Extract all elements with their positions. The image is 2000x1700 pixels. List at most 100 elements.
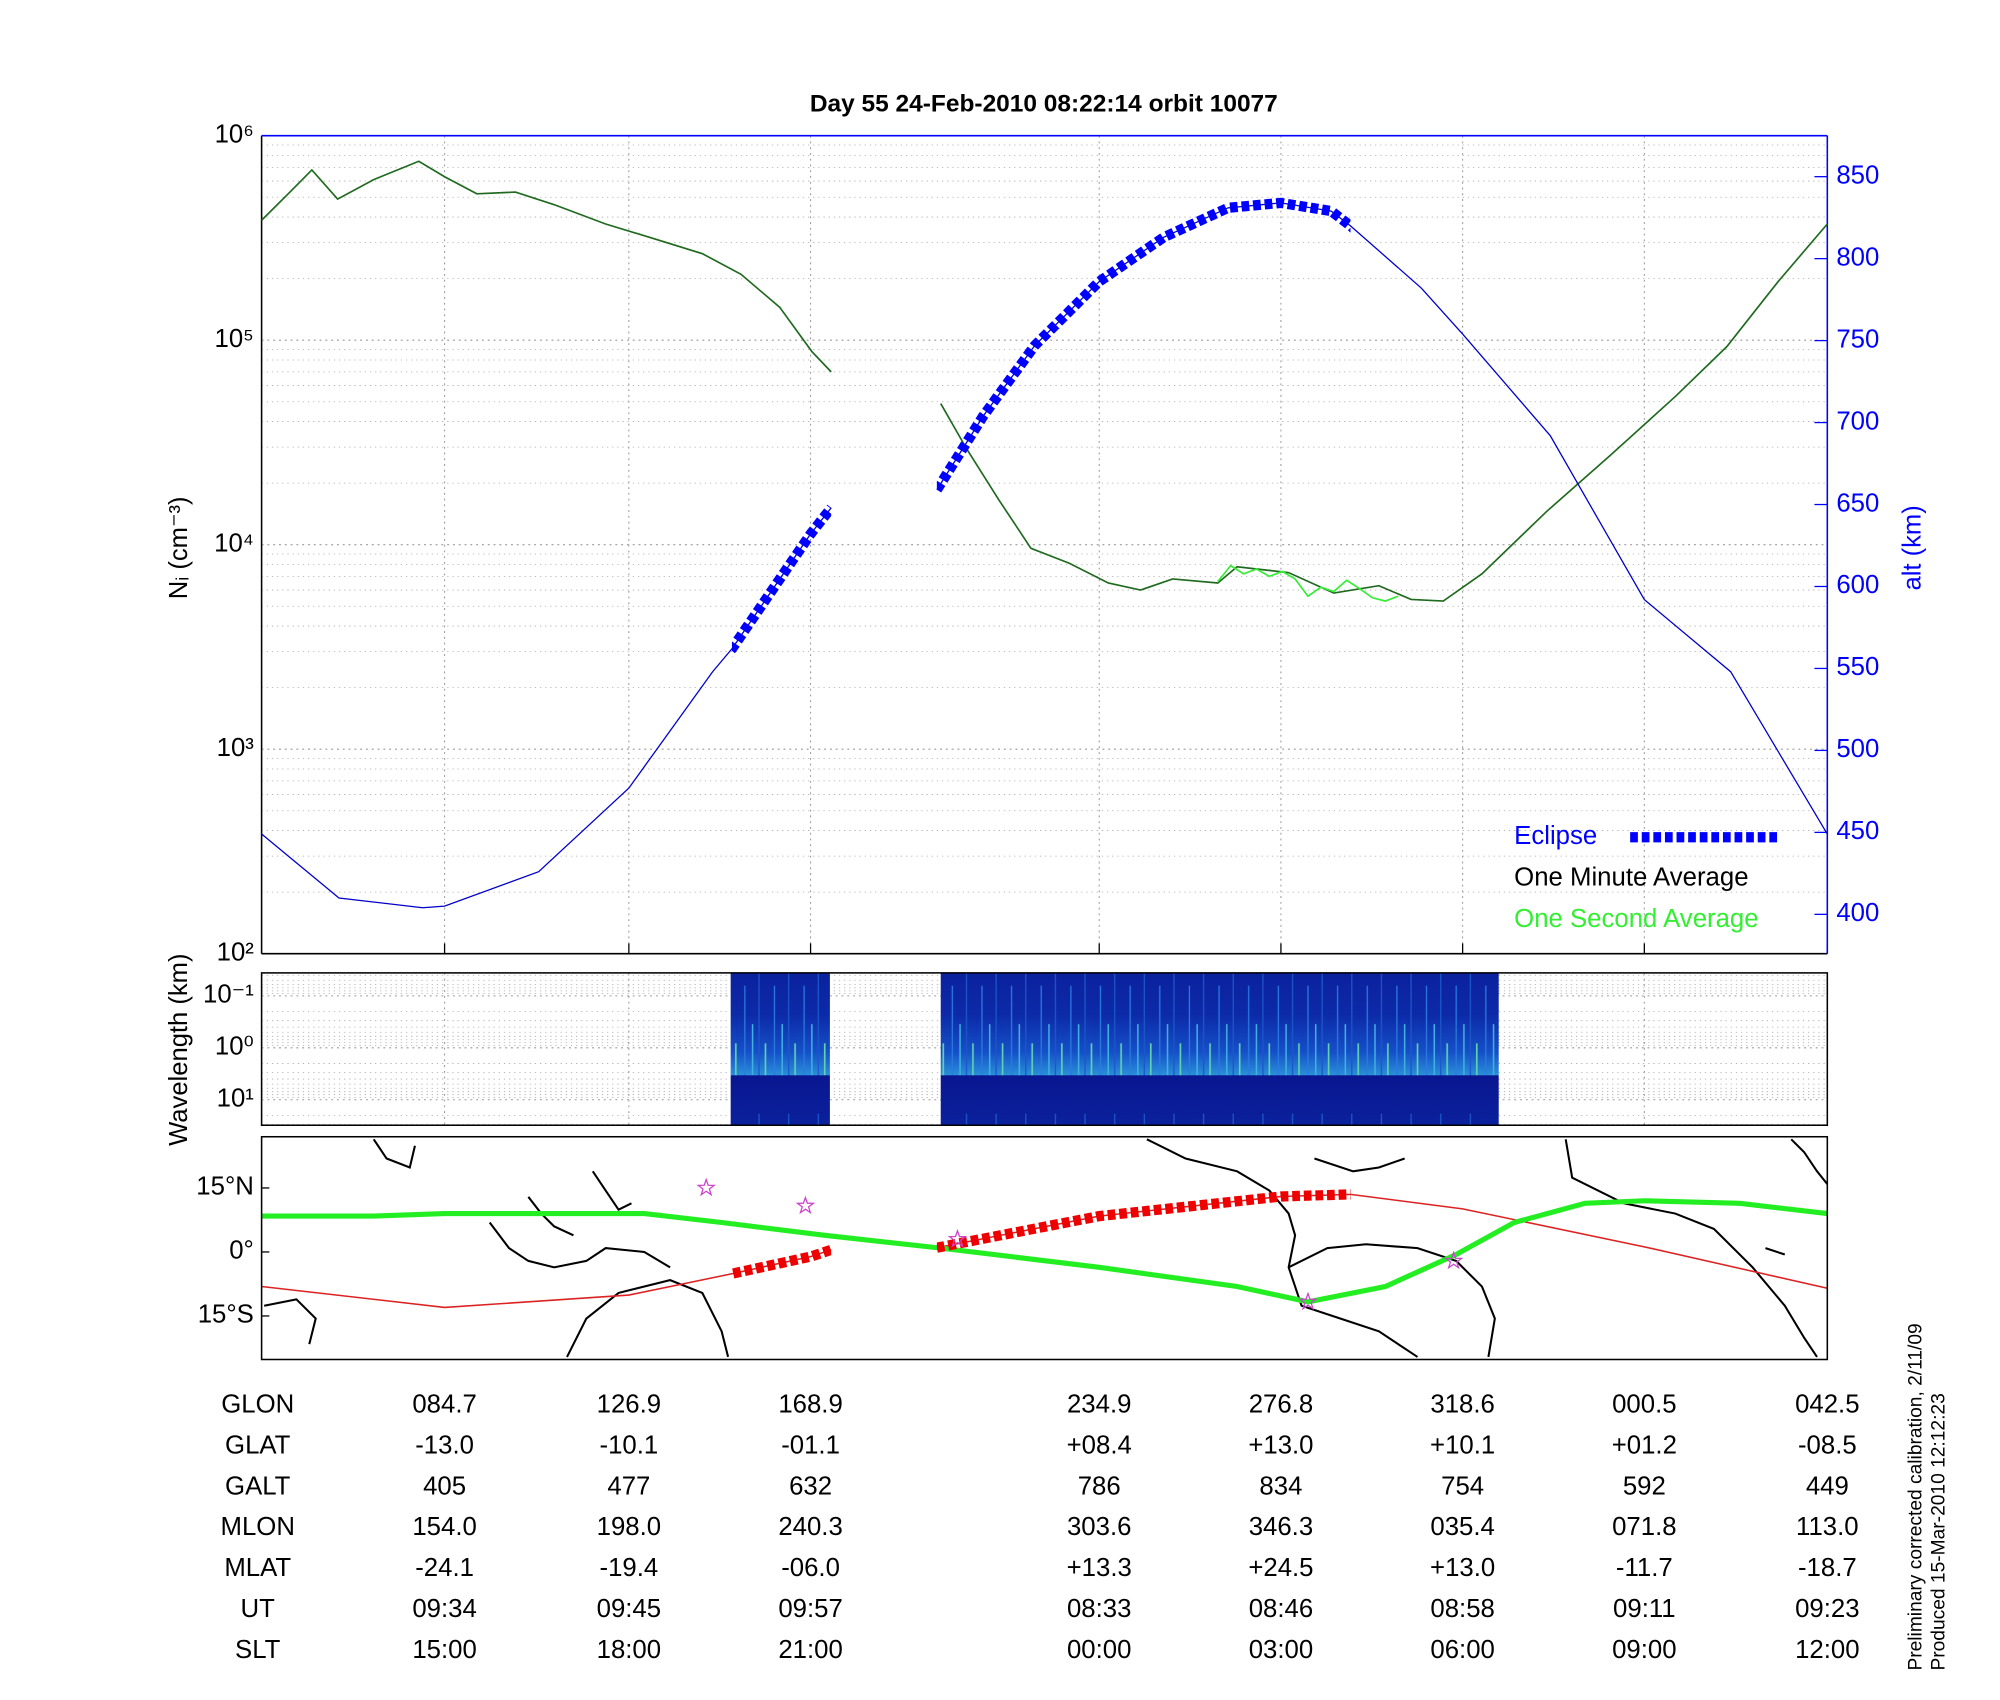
y-tick-label: 0° [229,1237,254,1265]
ephemeris-label: GLAT [225,1431,291,1459]
station-marker [696,1177,717,1197]
ephemeris-value: 477 [607,1472,650,1500]
eclipse-segment [936,1189,1351,1253]
ephemeris-value: 318.6 [1430,1390,1494,1418]
ephemeris-value: 126.9 [597,1390,661,1418]
ephemeris-value: 03:00 [1249,1636,1313,1664]
y2-tick-label: 500 [1836,735,1879,763]
ephemeris-value: 834 [1259,1472,1302,1500]
y-tick-label: 10³ [217,734,255,762]
ephemeris-value: -01.1 [781,1431,840,1459]
ephemeris-value: -10.1 [600,1431,659,1459]
eclipse-segment [731,504,832,657]
y2-tick-label: 850 [1836,162,1879,190]
ephemeris-value: 113.0 [1796,1513,1859,1541]
eclipse-segment [731,1244,832,1279]
station-marker [1443,1250,1464,1270]
ephemeris-value: +01.2 [1612,1431,1677,1459]
spectrogram-block [940,972,1499,1126]
legend-label: Eclipse [1514,822,1597,850]
ephemeris-value: -19.4 [600,1554,659,1582]
y2-tick-label: 800 [1836,243,1879,271]
y2-tick-label: 700 [1836,407,1879,435]
y-tick-label: 15°N [196,1173,254,1201]
ephemeris-value: +13.3 [1067,1554,1132,1582]
ephemeris-value: -13.0 [415,1431,474,1459]
y-tick-label: 10⁻¹ [203,981,254,1009]
y-tick-label: 10⁰ [215,1033,254,1061]
ephemeris-value: -18.7 [1798,1554,1857,1582]
ephemeris-value: -24.1 [415,1554,474,1582]
series-line [261,202,1828,909]
ephemeris-value: 06:00 [1430,1636,1494,1664]
ephemeris-label: GALT [225,1472,291,1500]
y2-tick-label: 400 [1836,899,1879,927]
y-tick-label: 10⁶ [215,121,254,149]
y2-tick-label: 550 [1836,653,1879,681]
y2-tick-label: 600 [1836,571,1879,599]
spectrogram-block [730,972,830,1126]
ephemeris-value: 071.8 [1612,1513,1676,1541]
ephemeris-value: 042.5 [1795,1390,1859,1418]
ephemeris-value: 09:57 [778,1595,842,1623]
ephemeris-value: 154.0 [412,1513,476,1541]
ephemeris-value: 000.5 [1612,1390,1676,1418]
ephemeris-value: +08.4 [1067,1431,1132,1459]
ephemeris-value: 00:00 [1067,1636,1131,1664]
chart-title: Day 55 24-Feb-2010 08:22:14 orbit 10077 [810,90,1278,117]
panel-frame [260,972,1829,1126]
y-tick-label: 15°S [198,1301,254,1329]
y2-tick-label: 750 [1836,325,1879,353]
footnote: Produced 15-Mar-2010 12:12:23 [1928,1393,1949,1670]
y-axis-label: Nᵢ (cm⁻³) [165,496,193,599]
ephemeris-value: +13.0 [1248,1431,1313,1459]
ephemeris-value: 592 [1623,1472,1666,1500]
footnote: Preliminary corrected calibration, 2/11/… [1905,1323,1926,1670]
station-marker [947,1228,968,1248]
station-marker [1298,1291,1318,1311]
coastlines [263,1138,1829,1358]
ephemeris-value: 632 [789,1472,832,1500]
ephemeris-value: 08:46 [1249,1595,1313,1623]
ephemeris-value: +13.0 [1430,1554,1495,1582]
legend-label: One Second Average [1514,905,1758,933]
ephemeris-label: UT [241,1595,276,1623]
ephemeris-label: MLAT [224,1554,291,1582]
ephemeris-label: MLON [221,1513,295,1541]
track-line [261,1198,1828,1305]
ephemeris-value: +24.5 [1248,1554,1313,1582]
ephemeris-label: SLT [235,1636,281,1664]
series-line [261,160,1828,602]
ephemeris-value: 09:00 [1612,1636,1676,1664]
y2-axis-label: alt (km) [1898,505,1926,590]
ephemeris-value: 405 [423,1472,466,1500]
ephemeris-value: -06.0 [781,1554,840,1582]
ephemeris-value: 09:23 [1795,1595,1859,1623]
ephemeris-value: 303.6 [1067,1513,1131,1541]
ephemeris-value: 09:45 [597,1595,661,1623]
ephemeris-value: +10.1 [1430,1431,1495,1459]
y2-tick-label: 650 [1836,489,1879,517]
y-tick-label: 10⁵ [215,325,254,353]
ephemeris-value: 09:11 [1613,1595,1676,1623]
series-line [1217,564,1399,602]
legend-label: One Minute Average [1514,864,1748,892]
eclipse-segment [936,197,1351,493]
y2-tick-label: 450 [1836,817,1879,845]
ephemeris-value: 09:34 [412,1595,476,1623]
panel-frame [260,1135,1829,1361]
ephemeris-value: 234.9 [1067,1390,1131,1418]
ephemeris-value: 12:00 [1795,1636,1859,1664]
ephemeris-value: 15:00 [412,1636,476,1664]
y-axis-label: Wavelength (km) [165,953,193,1145]
y-tick-label: 10² [217,939,255,967]
y-tick-label: 10¹ [217,1085,254,1113]
ephemeris-value: 276.8 [1249,1390,1313,1418]
ephemeris-value: 754 [1441,1472,1484,1500]
ephemeris-value: 198.0 [597,1513,661,1541]
ephemeris-value: 449 [1806,1472,1849,1500]
ephemeris-value: 08:33 [1067,1595,1131,1623]
ephemeris-value: 168.9 [778,1390,842,1418]
